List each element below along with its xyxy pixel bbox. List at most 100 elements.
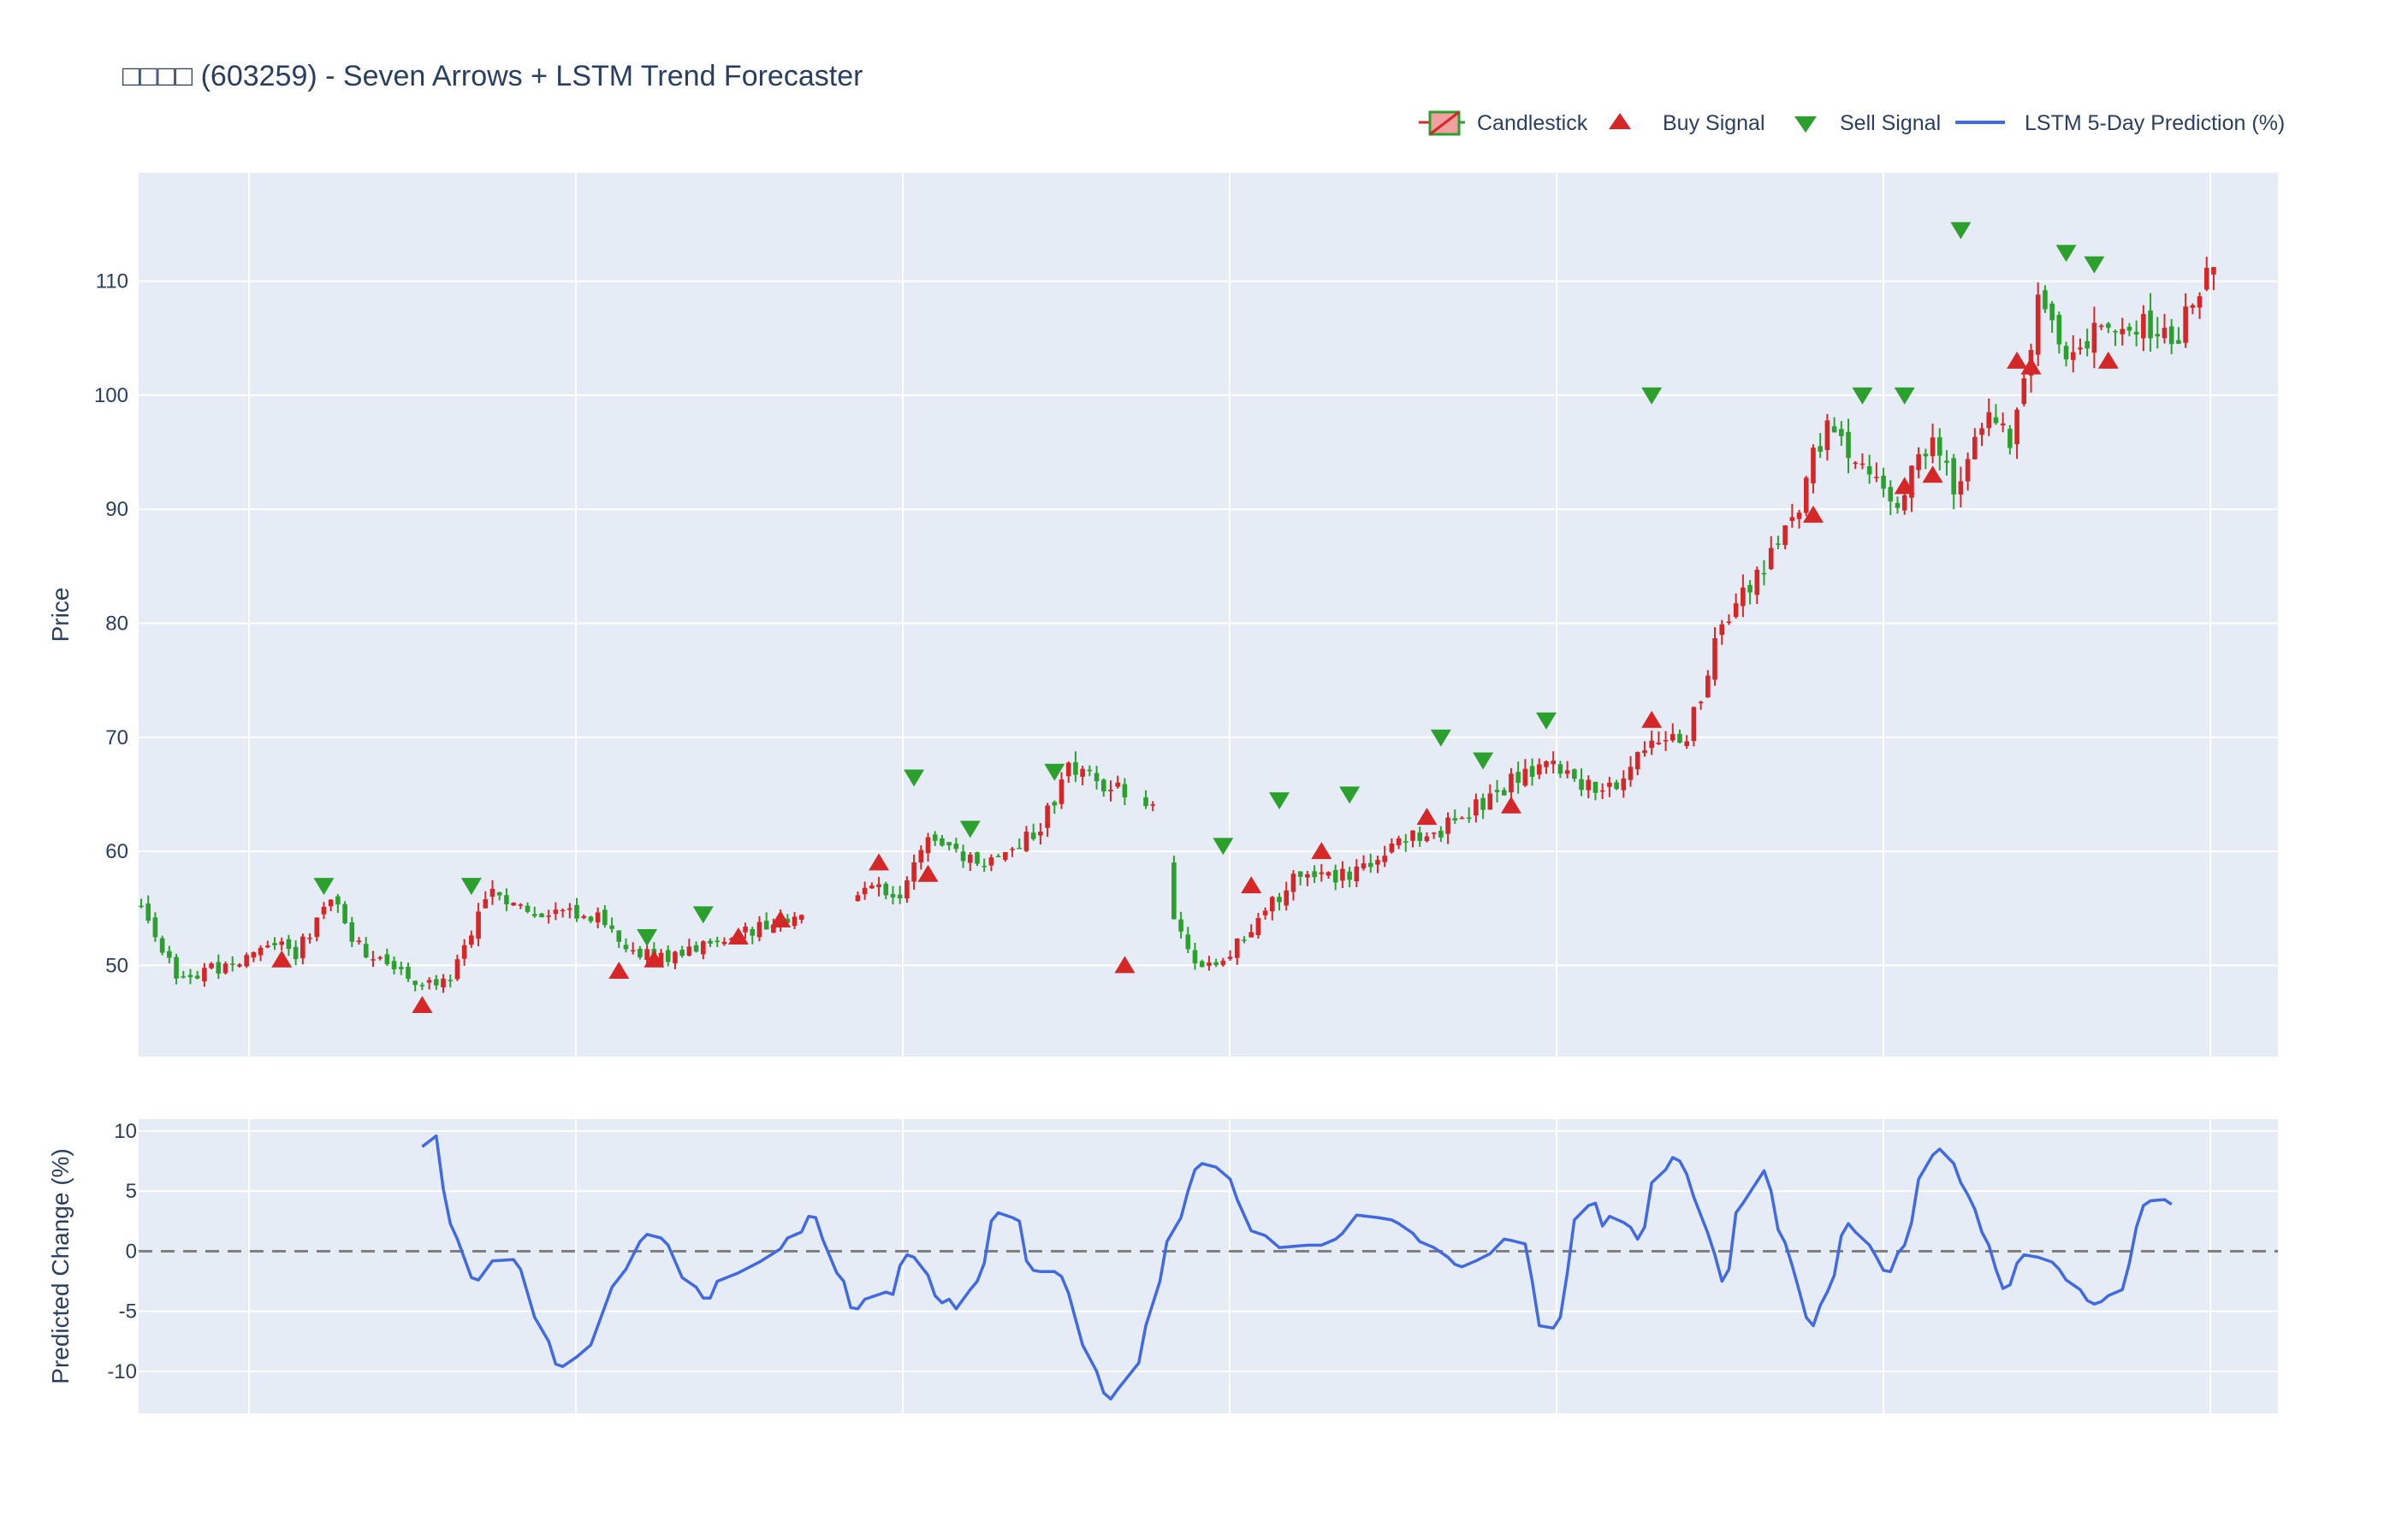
- candle[interactable]: [1628, 755, 1634, 787]
- candle[interactable]: [1023, 826, 1029, 853]
- candle[interactable]: [1592, 781, 1598, 801]
- candle[interactable]: [1431, 832, 1437, 839]
- candle[interactable]: [1544, 760, 1549, 774]
- buy-signal-marker[interactable]: [1894, 477, 1915, 495]
- candle[interactable]: [504, 888, 509, 911]
- candle[interactable]: [441, 974, 446, 993]
- candle[interactable]: [1403, 833, 1409, 852]
- candle[interactable]: [1480, 793, 1486, 820]
- candle[interactable]: [391, 956, 397, 974]
- lstm-prediction-line[interactable]: [421, 1134, 2173, 1401]
- candle[interactable]: [145, 895, 151, 924]
- candle[interactable]: [560, 908, 566, 918]
- candle[interactable]: [932, 831, 938, 846]
- candle[interactable]: [1951, 453, 1956, 510]
- candle[interactable]: [1656, 732, 1662, 745]
- candle[interactable]: [1108, 780, 1113, 802]
- candle[interactable]: [426, 977, 432, 990]
- candle[interactable]: [1811, 444, 1816, 494]
- candle[interactable]: [1332, 864, 1338, 891]
- legend-item-candlestick[interactable]: Candlestick: [1419, 110, 1588, 136]
- candle[interactable]: [1199, 959, 1205, 968]
- candle[interactable]: [258, 945, 264, 962]
- candle[interactable]: [525, 902, 531, 914]
- candle[interactable]: [2176, 327, 2181, 345]
- sell-signal-marker[interactable]: [1213, 838, 1234, 856]
- candle[interactable]: [1979, 423, 1984, 447]
- candle[interactable]: [1818, 433, 1823, 459]
- candle[interactable]: [1719, 619, 1725, 645]
- candle[interactable]: [209, 962, 214, 970]
- buy-signal-marker[interactable]: [412, 996, 433, 1014]
- buy-signal-marker[interactable]: [1311, 842, 1332, 860]
- candle[interactable]: [335, 894, 341, 914]
- candle[interactable]: [1319, 863, 1325, 882]
- candle[interactable]: [616, 930, 622, 949]
- candle[interactable]: [1586, 775, 1592, 799]
- candle[interactable]: [1340, 861, 1345, 889]
- candle[interactable]: [1776, 536, 1781, 549]
- candle[interactable]: [1347, 867, 1352, 888]
- candle[interactable]: [293, 940, 299, 966]
- candle[interactable]: [1284, 881, 1290, 911]
- candle[interactable]: [1220, 957, 1226, 967]
- buy-signal-marker[interactable]: [917, 864, 939, 882]
- candle[interactable]: [1754, 566, 1760, 605]
- candle[interactable]: [216, 954, 222, 980]
- candle[interactable]: [602, 905, 608, 928]
- candle[interactable]: [272, 937, 277, 951]
- candle[interactable]: [384, 948, 390, 967]
- candle[interactable]: [461, 939, 467, 966]
- candle[interactable]: [1234, 938, 1240, 965]
- candle[interactable]: [1691, 706, 1697, 747]
- candle[interactable]: [588, 915, 594, 924]
- candle[interactable]: [995, 853, 1001, 858]
- candle[interactable]: [1515, 761, 1521, 794]
- candle[interactable]: [1761, 560, 1767, 586]
- candle[interactable]: [743, 922, 748, 939]
- candle[interactable]: [1607, 776, 1612, 797]
- candle[interactable]: [187, 968, 193, 985]
- candle[interactable]: [756, 915, 762, 942]
- candle[interactable]: [1445, 812, 1450, 844]
- candle[interactable]: [1487, 784, 1493, 810]
- candle[interactable]: [1017, 838, 1023, 850]
- candle[interactable]: [1474, 793, 1479, 823]
- candle[interactable]: [904, 876, 910, 903]
- buy-signal-marker[interactable]: [1500, 796, 1521, 814]
- candle[interactable]: [721, 937, 727, 946]
- buy-signal-marker[interactable]: [1114, 956, 1136, 974]
- candle[interactable]: [1087, 765, 1093, 777]
- candle[interactable]: [1207, 956, 1212, 971]
- candle[interactable]: [1115, 775, 1120, 789]
- candle[interactable]: [1747, 580, 1753, 605]
- candle[interactable]: [595, 907, 601, 928]
- candle[interactable]: [531, 906, 537, 918]
- candle[interactable]: [1642, 741, 1647, 757]
- candle[interactable]: [1733, 593, 1739, 619]
- candle[interactable]: [2148, 293, 2153, 352]
- candle[interactable]: [1839, 421, 1844, 447]
- candle[interactable]: [1262, 907, 1268, 920]
- candle[interactable]: [2106, 322, 2111, 334]
- sell-signal-marker[interactable]: [1852, 387, 1873, 405]
- candle[interactable]: [307, 933, 312, 944]
- candle[interactable]: [1579, 768, 1584, 797]
- candle[interactable]: [1382, 845, 1387, 868]
- candle[interactable]: [159, 935, 165, 956]
- candle[interactable]: [321, 902, 327, 920]
- candle[interactable]: [855, 891, 861, 902]
- candle[interactable]: [665, 945, 671, 967]
- candle[interactable]: [911, 854, 916, 890]
- candle[interactable]: [1270, 896, 1275, 921]
- candle[interactable]: [2043, 285, 2048, 313]
- buy-signal-marker[interactable]: [271, 950, 293, 968]
- candle[interactable]: [1375, 856, 1380, 874]
- candle[interactable]: [679, 945, 685, 958]
- candle[interactable]: [623, 938, 629, 953]
- candle[interactable]: [715, 936, 721, 947]
- candle[interactable]: [1326, 871, 1331, 880]
- candle[interactable]: [609, 917, 614, 933]
- candle[interactable]: [1930, 424, 1936, 464]
- candle[interactable]: [1936, 428, 1942, 471]
